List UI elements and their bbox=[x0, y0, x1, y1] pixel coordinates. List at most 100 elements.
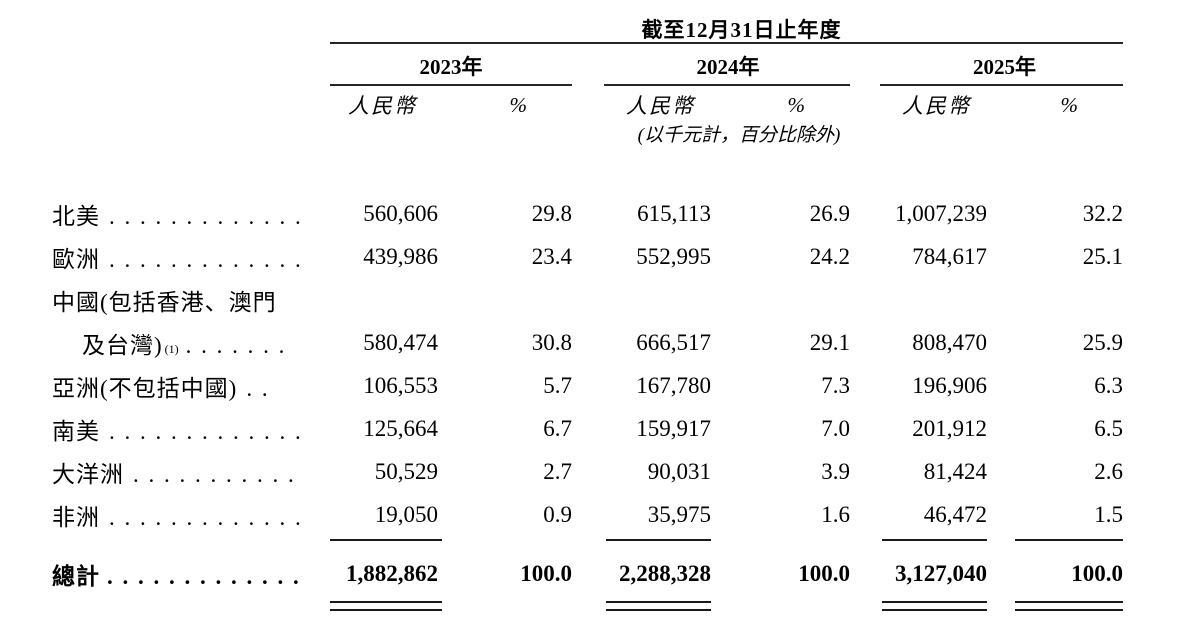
value-2024-pct: 26.9 bbox=[809, 200, 850, 226]
total-2023-pct: 100.0 bbox=[520, 561, 572, 586]
value-2025-pct: 6.5 bbox=[1094, 415, 1123, 441]
dot-leader: . . . . . . . . . . . bbox=[133, 461, 296, 487]
total-2023-rmb: 1,882,862 bbox=[346, 561, 438, 586]
value-2025-pct: 2.6 bbox=[1094, 458, 1123, 484]
year-label-2023: 2023年 bbox=[419, 55, 483, 79]
total-2025-pct: 100.0 bbox=[1071, 561, 1123, 586]
unit-note: (以千元計，百分比除外) bbox=[637, 125, 841, 146]
column-rule-2024-rmb bbox=[606, 539, 711, 541]
period-rule-row bbox=[52, 40, 1200, 48]
value-2025-rmb: 1,007,239 bbox=[895, 200, 987, 226]
value-2023-rmb: 580,474 bbox=[363, 329, 438, 355]
period-underline bbox=[330, 42, 1123, 44]
period-header: 截至12月31日止年度 bbox=[641, 18, 842, 42]
value-2023-rmb: 19,050 bbox=[374, 501, 438, 527]
value-2025-rmb: 81,424 bbox=[923, 458, 987, 484]
table-row: 中國(包括香港、澳門 bbox=[52, 278, 1200, 321]
value-2023-pct: 2.7 bbox=[543, 458, 572, 484]
currency-header-2023: 人民幣 bbox=[348, 94, 417, 118]
dot-leader: . . . . . . . . . . . . . bbox=[107, 564, 301, 589]
value-2025-pct: 6.3 bbox=[1094, 372, 1123, 398]
table-row: 大洋洲 . . . . . . . . . . . 50,529 2.7 90,… bbox=[52, 450, 1200, 493]
value-2024-rmb: 666,517 bbox=[636, 329, 711, 355]
year-underline-2025 bbox=[880, 84, 1123, 86]
value-2025-pct: 1.5 bbox=[1094, 501, 1123, 527]
year-label-2024: 2024年 bbox=[696, 55, 760, 79]
currency-header-2025: 人民幣 bbox=[902, 94, 971, 118]
value-2023-rmb: 125,664 bbox=[363, 415, 438, 441]
table-row: 亞洲(不包括中國) . . 106,553 5.7 167,780 7.3 19… bbox=[52, 364, 1200, 407]
table-body: 北美 . . . . . . . . . . . . . 560,606 29.… bbox=[52, 192, 1200, 617]
value-2024-pct: 24.2 bbox=[809, 243, 850, 269]
value-2024-pct: 7.0 bbox=[821, 415, 850, 441]
row-label: 大洋洲 bbox=[52, 461, 124, 487]
table-row: 非洲 . . . . . . . . . . . . . 19,050 0.9 … bbox=[52, 493, 1200, 536]
total-row: 總計 . . . . . . . . . . . . . 1,882,862 1… bbox=[52, 551, 1200, 597]
currency-header-2024: 人民幣 bbox=[626, 94, 695, 118]
value-2023-pct: 6.7 bbox=[543, 415, 572, 441]
table-row: 歐洲 . . . . . . . . . . . . . 439,986 23.… bbox=[52, 235, 1200, 278]
value-2023-pct: 0.9 bbox=[543, 501, 572, 527]
value-2023-pct: 23.4 bbox=[531, 243, 572, 269]
row-label: 南美 bbox=[52, 418, 100, 444]
total-2025-rmb: 3,127,040 bbox=[895, 561, 987, 586]
year-label-2025: 2025年 bbox=[973, 55, 1036, 79]
value-2025-rmb: 808,470 bbox=[912, 329, 987, 355]
table-row: 北美 . . . . . . . . . . . . . 560,606 29.… bbox=[52, 192, 1200, 235]
row-label: 及台灣) bbox=[82, 332, 163, 358]
value-2024-rmb: 159,917 bbox=[636, 415, 711, 441]
year-header-row: 2023年 2024年 2025年 bbox=[52, 48, 1200, 84]
value-2024-rmb: 35,975 bbox=[647, 501, 711, 527]
grand-total-rule-row bbox=[52, 597, 1200, 617]
double-rule-2024-rmb bbox=[606, 601, 711, 611]
row-label: 中國(包括香港、澳門 bbox=[52, 289, 277, 315]
value-2024-pct: 1.6 bbox=[821, 501, 850, 527]
dot-leader: . . . . . . . . . . . . . bbox=[109, 504, 303, 530]
dot-leader: . . . . . . . . . . . . . bbox=[109, 418, 303, 444]
percent-header-2025: % bbox=[1060, 92, 1079, 117]
unit-note-row: (以千元計，百分比除外) bbox=[52, 120, 1200, 148]
percent-header-2024: % bbox=[787, 92, 806, 117]
value-2025-pct: 32.2 bbox=[1082, 200, 1123, 226]
subtotal-rule-row bbox=[52, 536, 1200, 551]
value-2023-pct: 5.7 bbox=[543, 372, 572, 398]
value-2025-pct: 25.1 bbox=[1082, 243, 1123, 269]
year-rule-row bbox=[52, 84, 1200, 90]
column-rule-2025-pct bbox=[1015, 539, 1123, 541]
value-2025-pct: 25.9 bbox=[1082, 329, 1123, 355]
value-2023-pct: 29.8 bbox=[531, 200, 572, 226]
row-label: 北美 bbox=[52, 203, 100, 229]
value-2024-pct: 7.3 bbox=[821, 372, 850, 398]
value-2023-rmb: 106,553 bbox=[363, 372, 438, 398]
column-rule-2025-rmb bbox=[882, 539, 987, 541]
value-2023-rmb: 50,529 bbox=[374, 458, 438, 484]
total-2024-pct: 100.0 bbox=[798, 561, 850, 586]
year-underline-2023 bbox=[330, 84, 572, 86]
percent-header-2023: % bbox=[509, 92, 528, 117]
value-2025-rmb: 46,472 bbox=[923, 501, 987, 527]
dot-leader: . . bbox=[246, 375, 270, 401]
row-label: 歐洲 bbox=[52, 246, 100, 272]
value-2023-rmb: 439,986 bbox=[363, 243, 438, 269]
double-rule-2023-rmb bbox=[330, 601, 442, 611]
value-2025-rmb: 201,912 bbox=[912, 415, 987, 441]
value-2024-rmb: 552,995 bbox=[636, 243, 711, 269]
value-2024-rmb: 167,780 bbox=[636, 372, 711, 398]
table-header-period-row: 截至12月31日止年度 bbox=[52, 14, 1200, 42]
total-label: 總計 bbox=[52, 564, 100, 589]
table-row: 及台灣) (1) . . . . . . . 580,474 30.8 666,5… bbox=[52, 321, 1200, 364]
dot-leader: . . . . . . . . . . . . . bbox=[109, 246, 303, 272]
dot-leader: . . . . . . . bbox=[185, 332, 287, 358]
value-2024-pct: 29.1 bbox=[809, 329, 850, 355]
value-2024-rmb: 615,113 bbox=[637, 200, 711, 226]
value-2025-rmb: 784,617 bbox=[912, 243, 987, 269]
double-rule-2025-pct bbox=[1015, 601, 1123, 611]
value-2023-pct: 30.8 bbox=[531, 329, 572, 355]
dot-leader: . . . . . . . . . . . . . bbox=[109, 203, 303, 229]
subheader-row: 人民幣 % 人民幣 % 人民幣 % bbox=[52, 90, 1200, 120]
row-label: 非洲 bbox=[52, 504, 100, 530]
value-2023-rmb: 560,606 bbox=[363, 200, 438, 226]
row-label: 亞洲(不包括中國) bbox=[52, 375, 238, 401]
